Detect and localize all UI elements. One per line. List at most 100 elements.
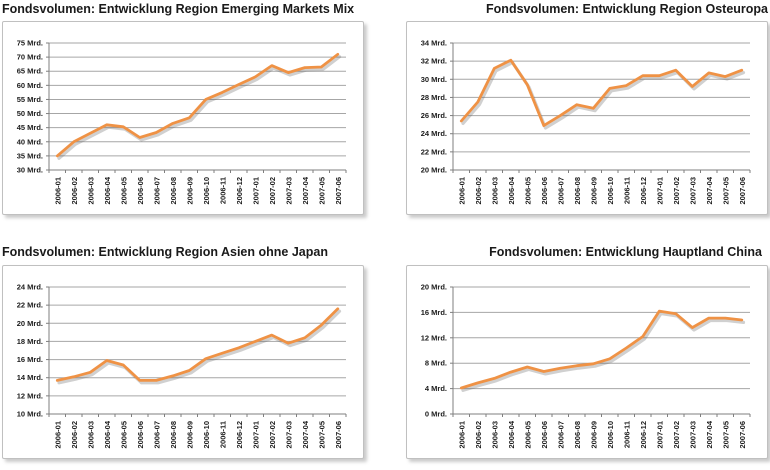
- svg-text:2007-03: 2007-03: [688, 421, 697, 449]
- svg-text:2007-03: 2007-03: [284, 421, 293, 449]
- svg-text:16 Mrd.: 16 Mrd.: [421, 308, 447, 317]
- svg-text:2006-04: 2006-04: [103, 420, 112, 448]
- svg-text:2006-09: 2006-09: [589, 177, 598, 205]
- svg-text:2007-01: 2007-01: [251, 177, 260, 205]
- svg-text:2006-10: 2006-10: [606, 421, 615, 449]
- svg-text:2006-12: 2006-12: [639, 177, 648, 205]
- svg-text:2006-08: 2006-08: [573, 421, 582, 449]
- svg-text:2006-05: 2006-05: [523, 177, 532, 205]
- svg-text:12 Mrd.: 12 Mrd.: [17, 391, 43, 400]
- svg-text:14 Mrd.: 14 Mrd.: [17, 373, 43, 382]
- svg-text:2006-09: 2006-09: [589, 421, 598, 449]
- svg-text:2006-11: 2006-11: [622, 177, 631, 204]
- svg-text:2007-01: 2007-01: [251, 421, 260, 449]
- svg-text:2007-04: 2007-04: [705, 176, 714, 204]
- svg-text:50 Mrd.: 50 Mrd.: [17, 109, 43, 118]
- svg-text:2006-03: 2006-03: [490, 177, 499, 205]
- svg-text:2006-01: 2006-01: [53, 421, 62, 449]
- svg-text:2006-06: 2006-06: [136, 177, 145, 205]
- svg-text:2007-04: 2007-04: [301, 420, 310, 448]
- svg-text:2006-01: 2006-01: [457, 421, 466, 449]
- svg-text:2007-03: 2007-03: [688, 177, 697, 205]
- svg-text:2006-11: 2006-11: [218, 177, 227, 204]
- svg-text:2006-08: 2006-08: [573, 177, 582, 205]
- svg-text:2006-04: 2006-04: [103, 176, 112, 204]
- line-chart-asien-ohne-japan: 10 Mrd. 12 Mrd. 14 Mrd. 16 Mrd. 18 Mrd. 20 Mr…: [17, 283, 347, 449]
- svg-text:32 Mrd.: 32 Mrd.: [421, 57, 447, 66]
- svg-text:16 Mrd.: 16 Mrd.: [17, 355, 43, 364]
- svg-text:20 Mrd.: 20 Mrd.: [421, 283, 447, 292]
- svg-text:2007-05: 2007-05: [721, 177, 730, 205]
- svg-text:2007-06: 2007-06: [334, 421, 343, 449]
- svg-text:2006-02: 2006-02: [70, 177, 79, 205]
- svg-text:2006-11: 2006-11: [218, 421, 227, 448]
- svg-text:2006-09: 2006-09: [185, 177, 194, 205]
- svg-text:70 Mrd.: 70 Mrd.: [17, 53, 43, 62]
- svg-text:22 Mrd.: 22 Mrd.: [421, 147, 447, 156]
- svg-text:2006-04: 2006-04: [507, 176, 516, 204]
- svg-text:0 Mrd.: 0 Mrd.: [425, 410, 447, 419]
- svg-text:34 Mrd.: 34 Mrd.: [421, 39, 447, 48]
- svg-text:30 Mrd.: 30 Mrd.: [421, 75, 447, 84]
- svg-text:2006-01: 2006-01: [53, 177, 62, 205]
- chart-title-hauptland-china: Fondsvolumen: Entwicklung Hauptland Chin…: [489, 245, 762, 259]
- svg-text:2006-05: 2006-05: [119, 177, 128, 205]
- svg-text:40 Mrd.: 40 Mrd.: [17, 137, 43, 146]
- svg-text:2006-06: 2006-06: [540, 177, 549, 205]
- svg-text:2007-06: 2007-06: [738, 421, 747, 449]
- svg-text:2006-10: 2006-10: [202, 421, 211, 449]
- svg-text:2006-04: 2006-04: [507, 420, 516, 448]
- svg-text:2007-06: 2007-06: [738, 177, 747, 205]
- svg-text:2007-04: 2007-04: [301, 176, 310, 204]
- svg-text:2006-09: 2006-09: [185, 421, 194, 449]
- svg-text:2006-03: 2006-03: [490, 421, 499, 449]
- svg-text:35 Mrd.: 35 Mrd.: [17, 151, 43, 160]
- svg-text:2007-04: 2007-04: [705, 420, 714, 448]
- svg-text:60 Mrd.: 60 Mrd.: [17, 81, 43, 90]
- svg-text:28 Mrd.: 28 Mrd.: [421, 93, 447, 102]
- svg-text:75 Mrd.: 75 Mrd.: [17, 39, 43, 48]
- svg-text:24 Mrd.: 24 Mrd.: [17, 283, 43, 292]
- svg-text:2006-01: 2006-01: [457, 177, 466, 205]
- line-chart-hauptland-china: 0 Mrd. 4 Mrd. 8 Mrd. 12 Mrd. 16 Mrd. 20 Mrd. 2…: [421, 283, 751, 449]
- chart-frame-hauptland-china: 0 Mrd. 4 Mrd. 8 Mrd. 12 Mrd. 16 Mrd. 20 Mrd. 2…: [406, 265, 768, 459]
- svg-text:55 Mrd.: 55 Mrd.: [17, 95, 43, 104]
- svg-text:20 Mrd.: 20 Mrd.: [17, 319, 43, 328]
- svg-text:26 Mrd.: 26 Mrd.: [421, 111, 447, 120]
- svg-text:2006-02: 2006-02: [474, 421, 483, 449]
- svg-text:2007-05: 2007-05: [317, 421, 326, 449]
- chart-frame-asien-ohne-japan: 10 Mrd. 12 Mrd. 14 Mrd. 16 Mrd. 18 Mrd. 20 Mr…: [2, 265, 364, 459]
- line-chart-osteuropa: 20 Mrd. 22 Mrd. 24 Mrd. 26 Mrd. 28 Mrd. 30 Mr…: [421, 39, 751, 205]
- svg-text:2006-02: 2006-02: [70, 421, 79, 449]
- svg-text:2006-05: 2006-05: [119, 421, 128, 449]
- svg-text:4 Mrd.: 4 Mrd.: [425, 384, 447, 393]
- svg-text:18 Mrd.: 18 Mrd.: [17, 337, 43, 346]
- svg-text:2006-07: 2006-07: [152, 421, 161, 449]
- svg-text:2006-07: 2006-07: [152, 177, 161, 205]
- svg-text:2007-05: 2007-05: [317, 177, 326, 205]
- svg-text:2006-12: 2006-12: [639, 421, 648, 449]
- svg-text:24 Mrd.: 24 Mrd.: [421, 129, 447, 138]
- chart-title-emerging-markets-mix: Fondsvolumen: Entwicklung Region Emergin…: [2, 2, 355, 16]
- svg-text:45 Mrd.: 45 Mrd.: [17, 123, 43, 132]
- svg-text:22 Mrd.: 22 Mrd.: [17, 301, 43, 310]
- svg-text:2007-02: 2007-02: [672, 177, 681, 205]
- line-chart-emerging-markets-mix: 30 Mrd. 35 Mrd. 40 Mrd. 45 Mrd. 50 Mrd. 55 Mr…: [17, 39, 347, 205]
- svg-text:2006-05: 2006-05: [523, 421, 532, 449]
- svg-text:2006-07: 2006-07: [556, 421, 565, 449]
- svg-text:8 Mrd.: 8 Mrd.: [425, 359, 447, 368]
- svg-text:2006-12: 2006-12: [235, 177, 244, 205]
- svg-text:30 Mrd.: 30 Mrd.: [17, 166, 43, 175]
- svg-text:2007-05: 2007-05: [721, 421, 730, 449]
- svg-text:2007-02: 2007-02: [672, 421, 681, 449]
- svg-text:2006-06: 2006-06: [540, 421, 549, 449]
- svg-text:2006-11: 2006-11: [622, 421, 631, 448]
- svg-text:2006-08: 2006-08: [169, 177, 178, 205]
- svg-text:2006-06: 2006-06: [136, 421, 145, 449]
- svg-text:2006-03: 2006-03: [86, 421, 95, 449]
- svg-text:2006-07: 2006-07: [556, 177, 565, 205]
- svg-text:2007-03: 2007-03: [284, 177, 293, 205]
- svg-text:2007-02: 2007-02: [268, 421, 277, 449]
- svg-text:65 Mrd.: 65 Mrd.: [17, 67, 43, 76]
- chart-title-osteuropa: Fondsvolumen: Entwicklung Region Osteuro…: [486, 2, 768, 16]
